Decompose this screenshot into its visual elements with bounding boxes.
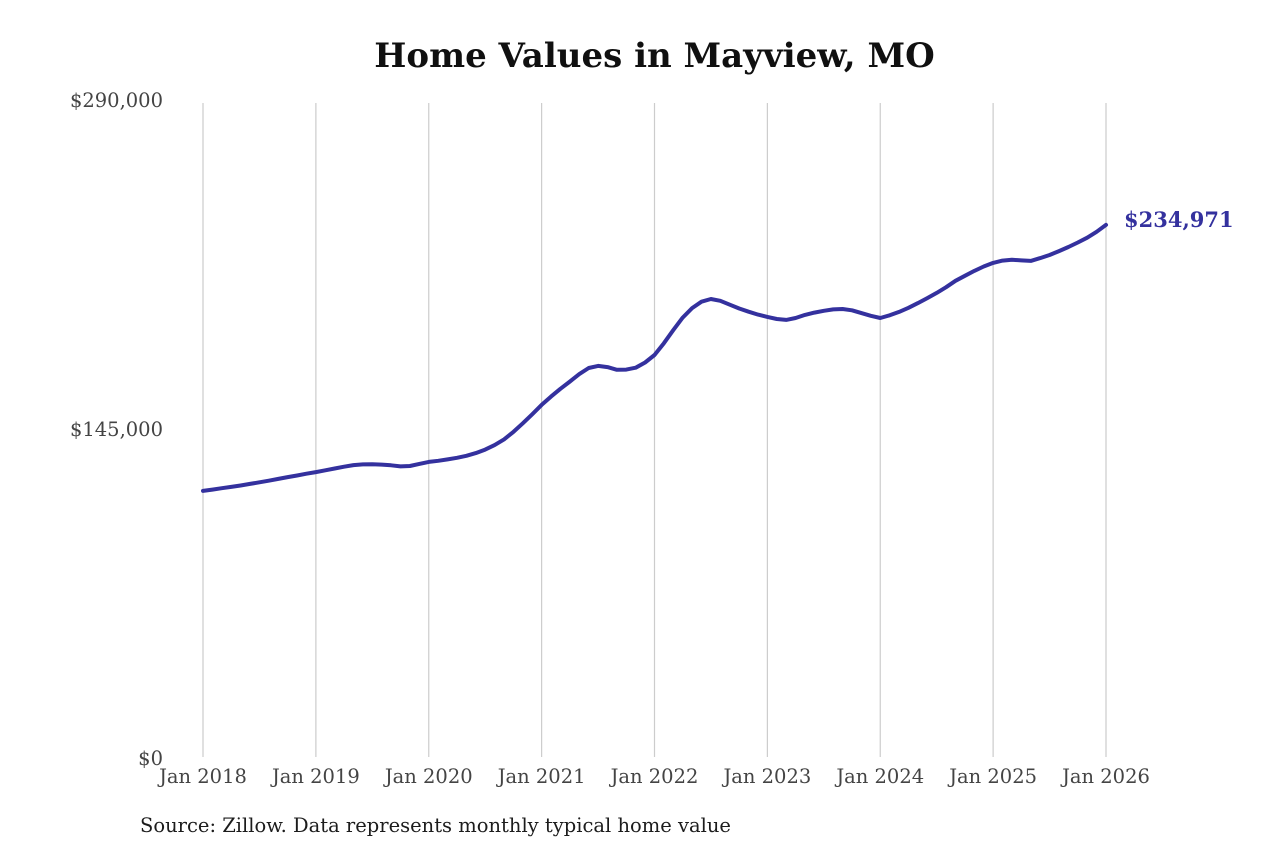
x-tick-label: Jan 2023 <box>721 765 811 788</box>
y-tick-label: $145,000 <box>70 418 163 441</box>
source-note: Source: Zillow. Data represents monthly … <box>140 814 731 837</box>
chart-title: Home Values in Mayview, MO <box>374 36 935 76</box>
latest-value-label: $234,971 <box>1124 207 1234 232</box>
value-line <box>201 222 1108 493</box>
x-tick-label: Jan 2026 <box>1060 765 1150 788</box>
x-tick-label: Jan 2019 <box>270 765 360 788</box>
x-tick-label: Jan 2024 <box>834 765 924 788</box>
y-tick-label: $290,000 <box>70 89 163 112</box>
x-tick-label: Jan 2021 <box>496 765 586 788</box>
x-tick-label: Jan 2020 <box>383 765 473 788</box>
y-tick-label: $0 <box>138 747 163 770</box>
x-tick-label: Jan 2025 <box>947 765 1037 788</box>
x-tick-label: Jan 2018 <box>157 765 247 788</box>
x-tick-label: Jan 2022 <box>609 765 699 788</box>
